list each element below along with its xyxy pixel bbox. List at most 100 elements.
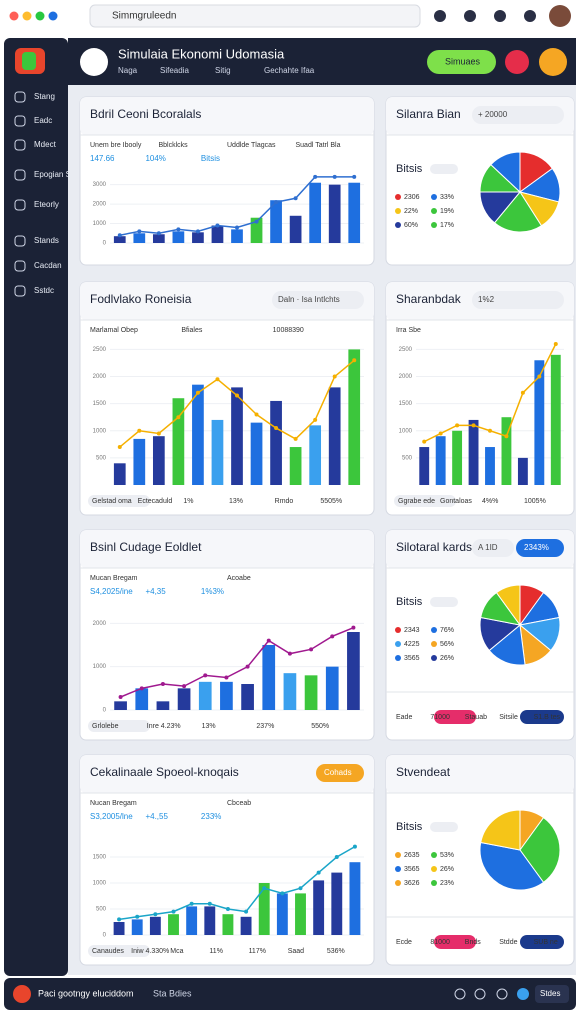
card-title: Silotaral kards — [396, 540, 472, 554]
legend-dot — [395, 852, 401, 858]
footer-text: Paci gootngy eluciddom — [38, 988, 134, 998]
card-text: 1% — [183, 498, 193, 505]
card-button[interactable] — [316, 764, 364, 782]
card-tool[interactable] — [472, 291, 564, 309]
trend-point — [504, 434, 509, 439]
footer-logo — [13, 985, 31, 1003]
y-tick-label: 1000 — [93, 221, 107, 227]
toggle[interactable] — [430, 597, 458, 607]
bar — [114, 701, 127, 710]
card-action[interactable] — [434, 935, 476, 949]
card-tool[interactable] — [272, 291, 364, 309]
sidebar-icon[interactable] — [14, 139, 26, 151]
card-button[interactable] — [516, 539, 564, 557]
sidebar-icon[interactable] — [14, 169, 26, 181]
sidebar — [4, 38, 68, 976]
trend-point — [520, 390, 525, 395]
pie-slice — [480, 809, 521, 851]
trend-point — [225, 907, 230, 911]
nav-item[interactable]: Gechahte Ifaa — [264, 66, 315, 75]
toolbar-icon[interactable] — [464, 10, 476, 22]
card-tool-text: + 20000 — [478, 110, 508, 119]
sidebar-icon[interactable] — [14, 260, 26, 272]
trend-point — [293, 436, 298, 441]
card-header — [80, 755, 374, 793]
footer-icon[interactable] — [496, 988, 508, 1000]
sidebar-item[interactable]: Eadc — [34, 116, 52, 125]
card-button-label: Cohads — [324, 768, 352, 777]
bar — [258, 883, 270, 935]
toggle[interactable] — [430, 164, 458, 174]
legend-dot — [395, 866, 401, 872]
footer-icon[interactable] — [474, 988, 486, 1000]
trend-point — [287, 651, 292, 656]
trend-point — [182, 684, 187, 689]
y-tick-label: 2500 — [93, 347, 107, 353]
footer-link[interactable]: Sta Bdies — [153, 988, 192, 998]
card-title: Silanra Bian — [396, 107, 461, 121]
sidebar-item[interactable]: Eteorly — [34, 200, 59, 209]
card-tool[interactable] — [472, 539, 514, 557]
footer-icon[interactable] — [454, 988, 466, 1000]
nav-item[interactable]: Naga — [118, 66, 138, 75]
legend-dot — [431, 852, 437, 858]
trend-point — [352, 358, 357, 363]
card-footer-pill — [88, 720, 150, 732]
primary-button[interactable] — [427, 50, 496, 74]
sidebar-item[interactable]: Stands — [34, 236, 59, 245]
card-text: Ectecaduld — [138, 498, 173, 505]
search-text: Simmgruleedn — [112, 11, 176, 22]
trend-point — [352, 174, 357, 179]
trend-point — [156, 231, 161, 236]
footer-button[interactable] — [535, 985, 569, 1003]
card-action[interactable] — [434, 710, 476, 724]
card-action[interactable] — [520, 935, 564, 949]
legend-text: 53% — [440, 852, 454, 859]
sidebar-icon[interactable] — [14, 199, 26, 211]
legend-text: 2343 — [404, 627, 420, 634]
bar — [149, 916, 161, 935]
legend-text: 2306 — [404, 194, 420, 201]
toolbar-icon[interactable] — [524, 10, 536, 22]
card-tool-text: A 1ID — [478, 543, 498, 552]
card-text: 11% — [209, 948, 223, 955]
sidebar-item[interactable]: Epogian Stanin — [34, 170, 88, 179]
y-tick-label: 1500 — [93, 401, 107, 407]
card-text: Ecde — [396, 939, 412, 946]
sidebar-icon[interactable] — [14, 235, 26, 247]
alert-button[interactable] — [505, 50, 529, 74]
sidebar-icon[interactable] — [14, 115, 26, 127]
sidebar-icon[interactable] — [14, 91, 26, 103]
legend-dot — [431, 655, 437, 661]
nav-item[interactable]: Sifeadia — [160, 66, 189, 75]
avatar[interactable] — [539, 48, 567, 76]
card-text: Eade — [396, 714, 412, 721]
legend-dot — [431, 627, 437, 633]
sidebar-item[interactable]: Stang — [34, 92, 55, 101]
card-title: Stvendeat — [396, 765, 451, 779]
card-text: Ggrabe ede — [398, 498, 435, 505]
card-action[interactable] — [520, 710, 564, 724]
legend-label: Bitsis — [396, 163, 423, 175]
sidebar-icon[interactable] — [14, 285, 26, 297]
toolbar-icon[interactable] — [494, 10, 506, 22]
sidebar-item[interactable]: Mdect — [34, 140, 57, 149]
card-tool[interactable] — [472, 106, 564, 124]
legend-dot — [395, 194, 401, 200]
card-text: 13% — [229, 498, 243, 505]
trend-point — [118, 695, 123, 699]
window-dot — [22, 11, 32, 21]
y-tick-label: 2500 — [399, 347, 413, 353]
card-title: Fodlvlako Roneisia — [90, 292, 192, 306]
y-tick-label: 2000 — [93, 621, 107, 627]
nav-item[interactable]: Sitig — [215, 66, 231, 75]
sidebar-item[interactable]: Cacdan — [34, 261, 62, 270]
profile[interactable] — [549, 5, 571, 27]
card-text: S4,2025/ine — [90, 587, 133, 596]
trend-point — [254, 219, 259, 224]
toolbar-icon[interactable] — [434, 10, 446, 22]
sidebar-item[interactable]: Sstdc — [34, 286, 54, 295]
bar — [328, 184, 341, 243]
search-box[interactable] — [89, 4, 421, 28]
toggle[interactable] — [430, 822, 458, 832]
